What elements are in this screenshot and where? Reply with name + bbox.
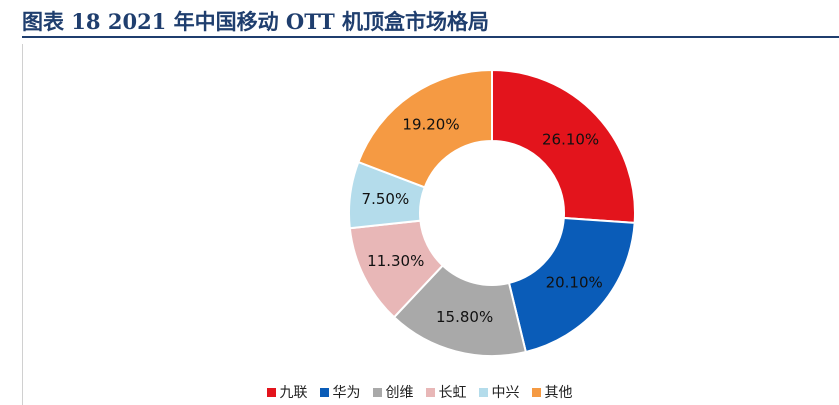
legend-item-3: 长虹 (425, 382, 467, 402)
data-label-3: 11.30% (367, 252, 424, 270)
legend-label: 其他 (544, 385, 573, 401)
legend-swatch (266, 387, 276, 397)
data-label-0: 26.10% (542, 131, 599, 149)
legend-item-5: 其他 (531, 382, 573, 402)
slice-5 (357, 68, 493, 189)
left-border-rule (22, 44, 23, 405)
data-labels-group: 26.10% 20.10% 15.80% 11.30% 7.50% 19.20% (362, 115, 603, 325)
legend-label: 中兴 (491, 385, 520, 401)
donut-chart: 26.10% 20.10% 15.80% 11.30% 7.50% 19.20% (348, 68, 636, 357)
data-label-1: 20.10% (546, 273, 603, 291)
legend-swatch (319, 387, 329, 397)
legend-label: 长虹 (438, 385, 467, 401)
legend-label: 创维 (385, 385, 414, 401)
data-label-2: 15.80% (436, 308, 493, 326)
legend-swatch (478, 387, 488, 397)
legend-item-2: 创维 (372, 382, 414, 402)
legend-swatch (372, 387, 382, 397)
slice-0 (491, 68, 636, 224)
legend-swatch (531, 387, 541, 397)
figure-title: 图表 18 2021 年中国移动 OTT 机顶盒市场格局 (22, 9, 490, 34)
legend-item-4: 中兴 (478, 382, 520, 402)
legend-item-1: 华为 (319, 382, 361, 402)
legend-item-0: 九联 (266, 382, 308, 402)
slice-1 (507, 216, 636, 354)
title-rule (22, 36, 839, 38)
slices-group (348, 68, 636, 357)
data-label-5: 19.20% (402, 115, 459, 133)
legend-label: 九联 (279, 385, 308, 401)
legend: 九联 华为 创维 长虹 中兴 其他 (0, 382, 839, 402)
legend-label: 华为 (332, 385, 361, 401)
legend-swatch (425, 387, 435, 397)
data-label-4: 7.50% (362, 190, 410, 208)
